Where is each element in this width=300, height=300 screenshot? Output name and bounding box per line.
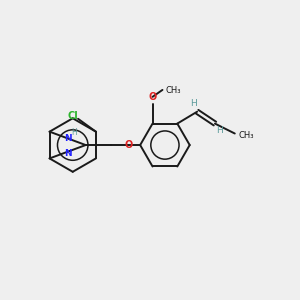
Text: N: N [64, 134, 72, 142]
Text: O: O [148, 92, 157, 102]
Text: CH₃: CH₃ [165, 86, 181, 95]
Text: H: H [217, 126, 223, 135]
Text: CH₃: CH₃ [239, 131, 254, 140]
Text: Cl: Cl [68, 111, 79, 121]
Text: H: H [190, 99, 196, 108]
Text: H: H [71, 128, 77, 136]
Text: N: N [64, 148, 72, 158]
Text: O: O [124, 140, 132, 150]
